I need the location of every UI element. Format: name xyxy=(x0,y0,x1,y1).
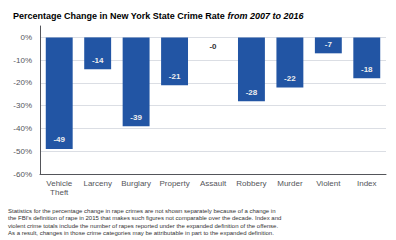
svg-text:Assault: Assault xyxy=(200,179,227,188)
svg-text:the FBI's definition of rape i: the FBI's definition of rape in 2015 tha… xyxy=(8,215,281,221)
svg-text:from 2007 to 2016: from 2007 to 2016 xyxy=(227,11,304,21)
svg-text:-10%: -10% xyxy=(13,56,32,65)
svg-text:0%: 0% xyxy=(20,33,32,42)
svg-text:-30%: -30% xyxy=(13,101,32,110)
svg-text:-39: -39 xyxy=(130,113,142,122)
svg-text:Burglary: Burglary xyxy=(121,179,151,188)
svg-text:Larceny: Larceny xyxy=(83,179,111,188)
svg-text:Property: Property xyxy=(159,179,189,188)
svg-text:Robbery: Robbery xyxy=(236,179,266,188)
svg-text:Percentage Change in New York: Percentage Change in New York State Crim… xyxy=(13,11,227,21)
svg-text:-21: -21 xyxy=(169,72,181,81)
svg-text:-20%: -20% xyxy=(13,78,32,87)
svg-text:Statistics for the percentage: Statistics for the percentage change in … xyxy=(8,208,276,214)
svg-text:violent crime totals include t: violent crime totals include the number … xyxy=(8,223,278,229)
svg-text:Violent: Violent xyxy=(316,179,341,188)
svg-text:-40%: -40% xyxy=(13,124,32,133)
svg-text:Murder: Murder xyxy=(277,179,303,188)
svg-text:-60%: -60% xyxy=(13,170,32,179)
svg-text:-14: -14 xyxy=(92,56,104,65)
svg-text:-0: -0 xyxy=(209,42,217,51)
svg-text:-49: -49 xyxy=(53,135,65,144)
svg-text:As a result, changes in those: As a result, changes in those crime cate… xyxy=(8,230,274,236)
svg-text:Index: Index xyxy=(357,179,377,188)
svg-text:-18: -18 xyxy=(361,65,373,74)
svg-text:-50%: -50% xyxy=(13,147,32,156)
svg-text:Vehicle: Vehicle xyxy=(46,179,72,188)
svg-text:-7: -7 xyxy=(325,40,333,49)
svg-text:Theft: Theft xyxy=(50,188,69,197)
svg-text:-22: -22 xyxy=(284,74,296,83)
svg-text:-28: -28 xyxy=(246,88,258,97)
